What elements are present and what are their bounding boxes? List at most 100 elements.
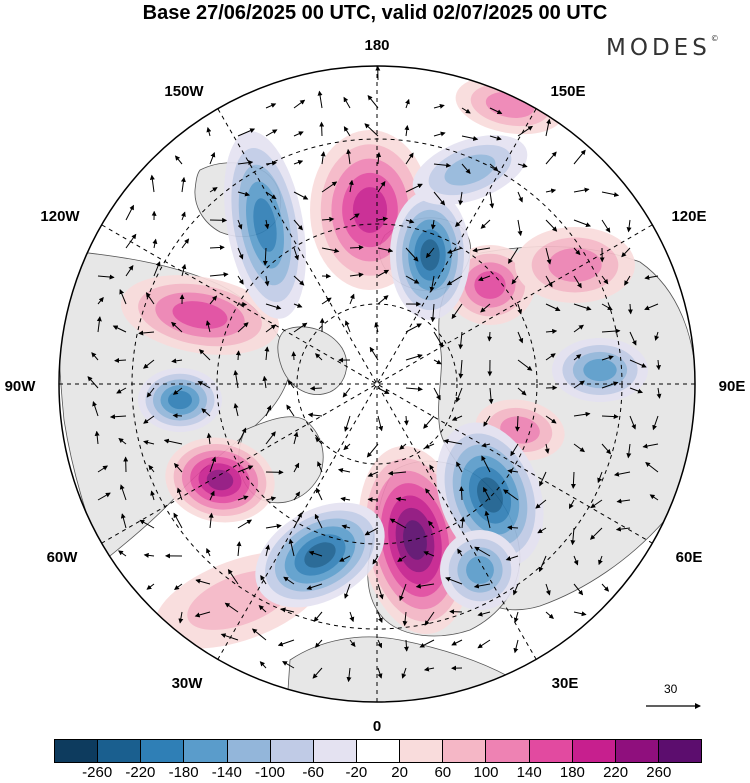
wind-vector: [180, 176, 186, 193]
wind-vector: [118, 437, 127, 445]
wind-vector: [265, 191, 277, 200]
wind-vector: [477, 611, 491, 617]
lon-label-180: 180: [364, 37, 389, 54]
wind-vector: [456, 461, 463, 473]
wind-vector: [503, 489, 519, 501]
wind-vector: [433, 131, 446, 137]
wind-vector: [570, 471, 576, 489]
wind-vector: [146, 387, 155, 398]
wind-vector: [262, 247, 268, 266]
graticule: [59, 66, 695, 702]
wind-vector: [118, 550, 127, 557]
wind-vector: [405, 275, 420, 284]
wind-vector: [344, 320, 351, 333]
wind-vector: [314, 513, 323, 529]
wind-vector: [573, 411, 591, 417]
wind-vector: [148, 464, 155, 473]
colorbar-tick-label: 180: [559, 764, 585, 781]
wind-vector: [339, 555, 351, 562]
wind-vector: [601, 303, 613, 311]
wind-vector: [645, 461, 659, 473]
wind-vector: [430, 219, 436, 230]
wind-vector: [457, 548, 463, 557]
wind-vector: [349, 244, 364, 250]
wind-vector: [344, 583, 351, 599]
wind-vector: [181, 238, 190, 249]
wind-vector: [317, 461, 323, 473]
wind-vector: [535, 499, 547, 509]
wind-vector: [125, 233, 137, 249]
wind-vector: [477, 639, 491, 649]
wind-vector: [483, 486, 491, 501]
wind-vector: [264, 275, 270, 287]
wind-vector: [399, 583, 407, 602]
wind-vector: [423, 551, 435, 557]
wind-vector: [433, 103, 445, 109]
wind-vector: [143, 552, 155, 558]
wind-vector: [235, 350, 241, 361]
wind-vector: [455, 219, 463, 227]
lon-label-30w: 30W: [172, 675, 204, 692]
wind-vector: [139, 519, 155, 529]
wind-vector: [601, 443, 612, 455]
wind-vector: [348, 179, 354, 193]
wind-vector: [152, 238, 158, 249]
wind-vector: [458, 191, 464, 206]
anomaly-contours: [120, 75, 648, 649]
wind-vector: [342, 387, 351, 398]
wind-vector: [573, 303, 592, 311]
wind-vector: [461, 163, 471, 175]
wind-vector: [537, 527, 547, 534]
wind-vector: [573, 187, 590, 193]
colorbar-tick-label: -60: [302, 764, 325, 781]
wind-vector: [237, 301, 248, 307]
colorbar-tick-label: 100: [473, 764, 499, 781]
wind-vector: [488, 387, 494, 405]
wind-vector: [372, 555, 379, 565]
latitude-circle-70n: [216, 223, 538, 545]
wind-vector: [573, 247, 581, 256]
wind-vector: [283, 576, 295, 585]
wind-vector: [163, 438, 183, 445]
wind-vector: [654, 331, 660, 341]
wind-vector: [374, 322, 380, 333]
wind-vector: [405, 386, 423, 392]
wind-vector: [449, 609, 463, 615]
wind-vector: [237, 219, 243, 230]
positive-anomaly-contour: [352, 187, 388, 233]
colorbar-swatch: [313, 740, 357, 762]
wind-vector: [293, 247, 299, 261]
wind-vector: [461, 135, 479, 141]
colorbar-tick-label: 140: [516, 764, 542, 781]
wind-vector: [206, 432, 212, 445]
wind-vector: [601, 381, 619, 389]
wind-vector: [424, 611, 435, 626]
negative-anomaly-contour: [583, 358, 617, 382]
wind-vector: [545, 118, 552, 137]
wind-vector: [507, 468, 519, 474]
wind-vector: [97, 296, 104, 305]
wind-vector: [395, 496, 407, 502]
wind-vector: [629, 331, 637, 346]
wind-vector: [312, 667, 323, 679]
wind-vector: [173, 462, 183, 473]
wind-vector: [265, 129, 278, 137]
wind-vector: [539, 471, 547, 487]
wind-vector: [306, 583, 323, 590]
wind-vector: [291, 351, 297, 361]
wind-vector: [377, 295, 389, 305]
wind-vector: [116, 387, 127, 394]
wind-vector: [429, 464, 435, 473]
brand-name: MODES: [606, 35, 711, 61]
wind-vector: [172, 387, 183, 395]
wind-vector: [405, 152, 414, 165]
wind-vector: [260, 574, 267, 585]
wind-vector: [293, 303, 303, 308]
wind-vector: [573, 354, 582, 361]
wind-vector: [344, 415, 351, 432]
wind-vector: [478, 275, 491, 282]
wind-vector: [349, 213, 360, 221]
wind-vector: [517, 331, 524, 344]
wind-vector: [505, 555, 519, 561]
wind-vector: [236, 541, 242, 557]
